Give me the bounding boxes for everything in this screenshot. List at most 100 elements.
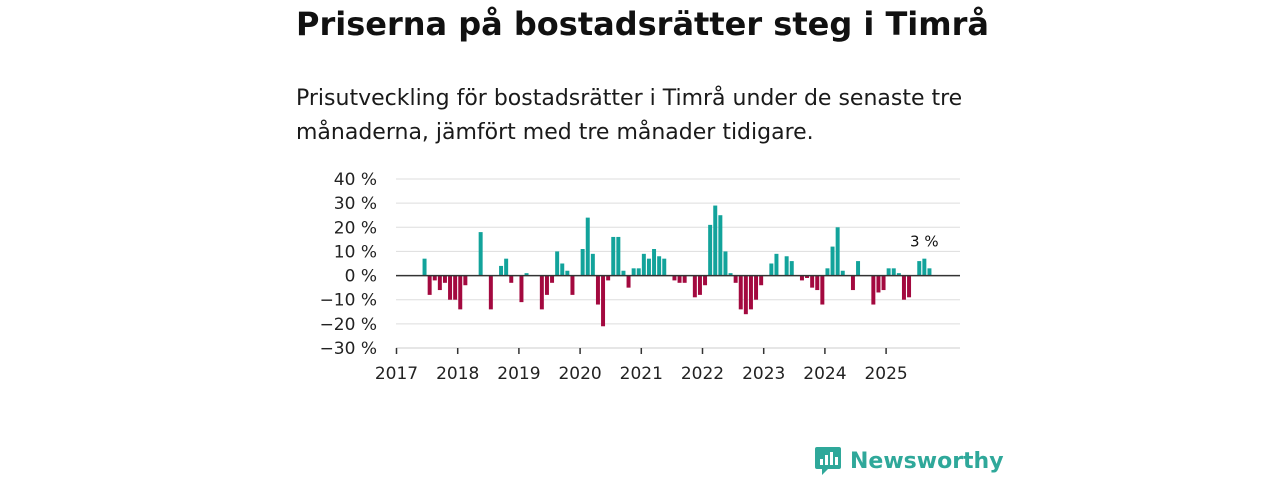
bar xyxy=(901,275,906,300)
bar xyxy=(697,275,702,295)
bar xyxy=(682,275,687,283)
bar xyxy=(646,258,651,276)
bar xyxy=(626,275,631,288)
bar xyxy=(504,258,509,276)
bar xyxy=(524,273,529,276)
x-tick-label: 2019 xyxy=(497,364,540,384)
bar xyxy=(432,275,437,281)
bar xyxy=(427,275,432,295)
bar xyxy=(550,275,555,283)
bar xyxy=(652,249,657,276)
bar xyxy=(856,261,861,276)
y-tick-label: 40 % xyxy=(334,170,377,190)
bar xyxy=(453,275,458,300)
bar xyxy=(488,275,493,310)
bar xyxy=(544,275,549,295)
bar xyxy=(748,275,753,310)
bar xyxy=(662,258,667,276)
y-tick-label: −20 % xyxy=(320,315,377,335)
bar xyxy=(759,275,764,286)
bar xyxy=(590,253,595,276)
bar xyxy=(840,270,845,276)
bar xyxy=(713,205,718,276)
bar xyxy=(539,275,544,310)
bar xyxy=(565,270,570,276)
y-tick-label: −10 % xyxy=(320,291,377,311)
bar xyxy=(799,275,804,281)
brand-logo[interactable]: Newsworthy xyxy=(814,444,1004,478)
bar xyxy=(570,275,575,295)
bar xyxy=(881,275,886,291)
bar xyxy=(754,275,759,300)
bar xyxy=(580,249,585,276)
bar xyxy=(718,215,723,276)
bar xyxy=(692,275,697,298)
newsworthy-logo-icon xyxy=(815,447,841,475)
bar xyxy=(631,268,636,276)
bar xyxy=(805,275,810,278)
bar xyxy=(595,275,600,305)
x-tick-label: 2022 xyxy=(681,364,724,384)
x-tick-label: 2024 xyxy=(803,364,846,384)
x-tick-label: 2025 xyxy=(864,364,907,384)
bar xyxy=(927,268,932,276)
bar xyxy=(641,253,646,276)
bar xyxy=(499,265,504,276)
brand-name: Newsworthy xyxy=(850,448,1004,474)
bar xyxy=(769,263,774,276)
bar xyxy=(677,275,682,283)
y-tick-label: 10 % xyxy=(334,242,377,262)
bar xyxy=(636,268,641,276)
chart-subtitle: Prisutveckling för bostadsrätter i Timrå… xyxy=(296,86,963,145)
x-tick-label: 2017 xyxy=(375,364,418,384)
bar xyxy=(886,268,891,276)
bar xyxy=(621,270,626,276)
bar xyxy=(733,275,738,283)
bar xyxy=(606,275,611,281)
x-tick-label: 2020 xyxy=(558,364,601,384)
bar xyxy=(850,275,855,291)
y-tick-label: 20 % xyxy=(334,218,377,238)
bar xyxy=(835,227,840,276)
bar xyxy=(917,261,922,276)
bar xyxy=(830,246,835,276)
bar xyxy=(478,232,483,276)
bar xyxy=(743,275,748,315)
bar xyxy=(728,273,733,276)
bar xyxy=(703,275,708,286)
bar xyxy=(672,275,677,281)
bar xyxy=(560,263,565,276)
bar xyxy=(789,261,794,276)
bar xyxy=(616,236,621,276)
y-tick-label: 0 % xyxy=(345,267,377,287)
bar xyxy=(463,275,468,286)
bar xyxy=(891,268,896,276)
bar xyxy=(815,275,820,291)
bar xyxy=(601,275,606,327)
bar xyxy=(708,224,713,276)
x-tick-label: 2021 xyxy=(620,364,663,384)
bar xyxy=(907,275,912,298)
bar xyxy=(810,275,815,288)
bar xyxy=(448,275,453,300)
y-tick-label: 30 % xyxy=(334,194,377,214)
bar xyxy=(774,253,779,276)
bar xyxy=(784,256,789,276)
page-title: Priserna på bostadsrätter steg i Timrå xyxy=(296,5,989,43)
bar-chart: 40 % 30 % 20 % 10 % 0 % −10 % −20 % −30 % 2017 20… xyxy=(320,170,960,384)
bar xyxy=(820,275,825,305)
bar xyxy=(871,275,876,305)
bar xyxy=(876,275,881,293)
bar xyxy=(896,273,901,276)
data-label: 3 % xyxy=(910,233,939,251)
bar xyxy=(825,268,830,276)
bar xyxy=(723,251,728,276)
bar xyxy=(657,256,662,276)
bar xyxy=(422,258,427,276)
bar xyxy=(519,275,524,303)
bar xyxy=(555,251,560,276)
bar xyxy=(458,275,463,310)
bar xyxy=(509,275,514,283)
bar xyxy=(738,275,743,310)
bar xyxy=(437,275,442,291)
